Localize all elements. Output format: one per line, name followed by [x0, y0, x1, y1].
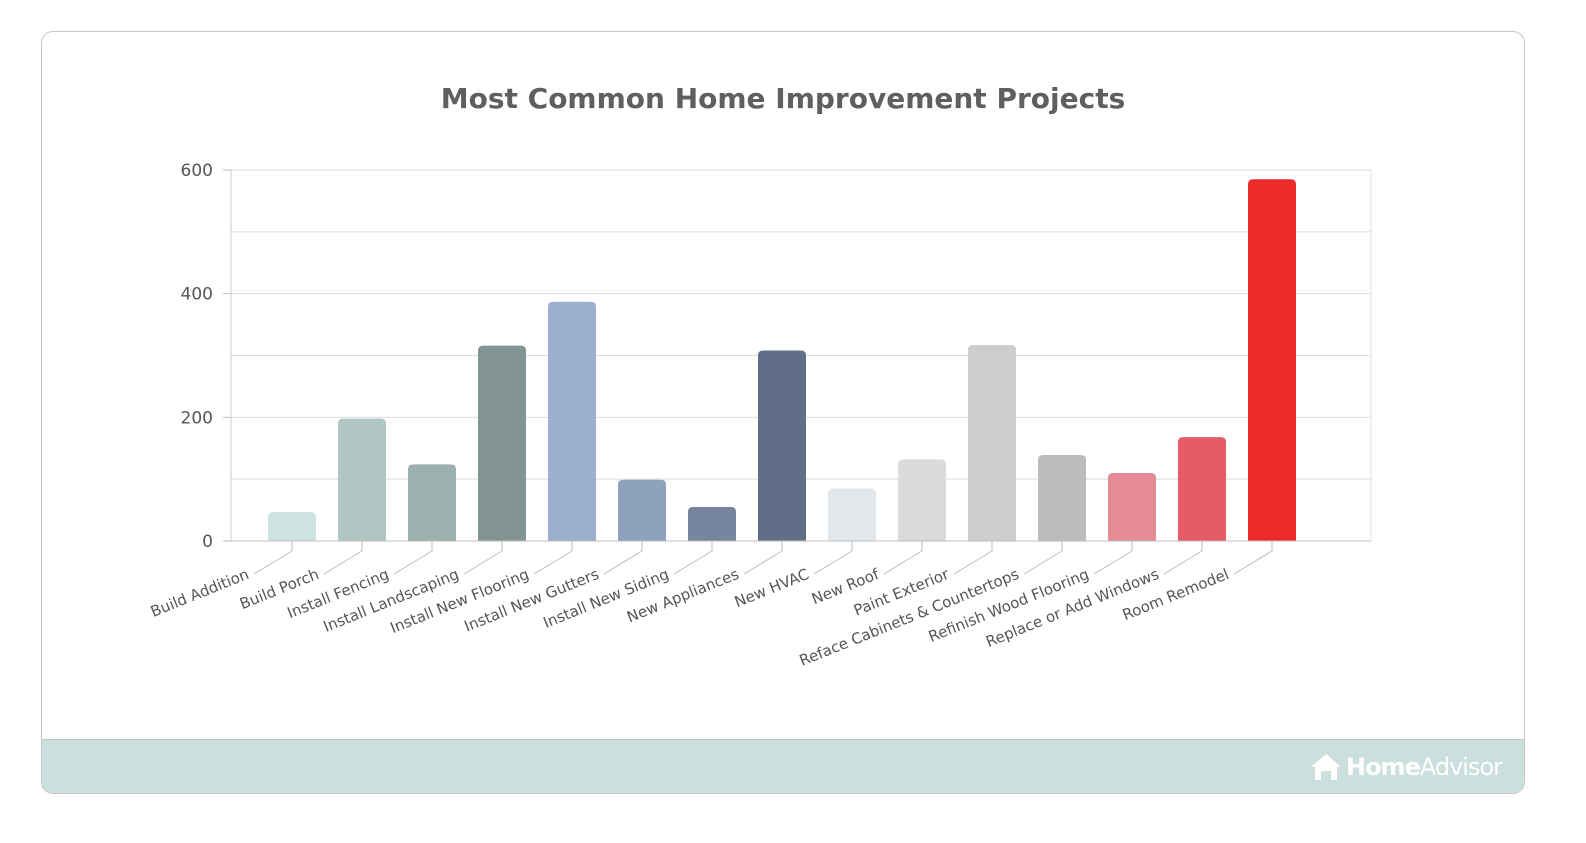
label-leader-line: [1023, 550, 1063, 575]
bar: [898, 459, 946, 541]
label-leader-line: [533, 550, 573, 575]
chart-title: Most Common Home Improvement Projects: [440, 82, 1126, 115]
label-leader-line: [743, 550, 783, 575]
label-leader-line: [1233, 550, 1273, 575]
y-tick-label: 0: [202, 532, 213, 552]
label-leader-line: [463, 550, 503, 575]
label-leader-line: [253, 550, 293, 575]
label-leader-line: [603, 550, 643, 575]
bar: [1248, 179, 1296, 541]
bar: [268, 511, 316, 541]
bar: [478, 345, 526, 541]
label-leader-line: [883, 550, 923, 575]
logo-text-advisor: Advisor: [1419, 753, 1503, 781]
bar: [1178, 437, 1226, 541]
bar: [618, 479, 666, 541]
bar: [1038, 455, 1086, 541]
category-label: Build Addition: [148, 565, 252, 621]
label-leader-line: [1093, 550, 1133, 575]
bar: [1108, 472, 1156, 541]
bar: [338, 418, 386, 541]
house-icon: [1310, 754, 1341, 780]
label-leader-line: [673, 550, 713, 575]
y-tick-label: 400: [181, 285, 213, 305]
y-tick-label: 600: [181, 161, 213, 181]
label-leader-line: [323, 550, 363, 575]
label-leader-line: [813, 550, 853, 575]
label-leader-line: [393, 550, 433, 575]
homeadvisor-logo: Home Advisor: [1309, 752, 1503, 782]
bar: [828, 488, 876, 541]
category-label: New HVAC: [732, 565, 812, 611]
footer-band: Home Advisor: [42, 739, 1524, 793]
logo-text-home: Home: [1345, 753, 1421, 781]
y-tick-label: 200: [181, 408, 213, 428]
label-leader-line: [1163, 550, 1203, 575]
bar: [968, 344, 1016, 541]
bar: [688, 506, 736, 541]
label-leader-line: [953, 550, 993, 575]
bar: [758, 350, 806, 541]
bar: [408, 464, 456, 541]
bar: [548, 301, 596, 541]
